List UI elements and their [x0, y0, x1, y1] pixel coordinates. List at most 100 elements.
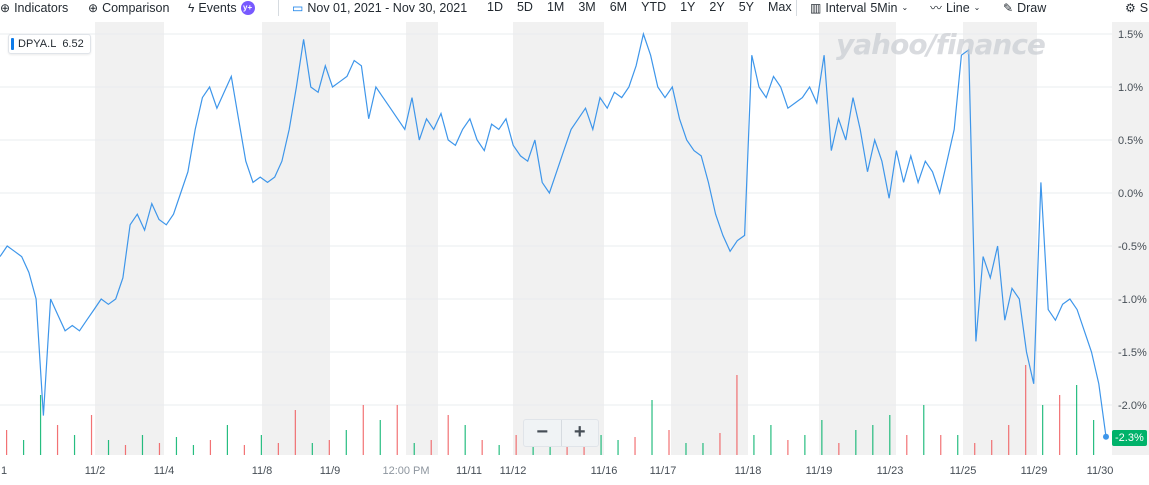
range-5d[interactable]: 5D [516, 0, 533, 14]
volume-bar [872, 425, 874, 455]
indicators-label: Indicators [14, 1, 69, 15]
chart-type-dropdown[interactable]: 〰 Line ⌄ [930, 0, 980, 16]
range-6m[interactable]: 6M [609, 0, 628, 14]
day-band [513, 22, 604, 455]
range-ytd[interactable]: YTD [641, 0, 667, 14]
volume-bar [753, 435, 755, 455]
settings-label: S [1139, 1, 1149, 15]
y-tick-label: -1.5% [1118, 347, 1147, 359]
settings-button[interactable]: ⚙ S [1125, 0, 1148, 16]
volume-bar [991, 440, 993, 455]
volume-bar [1008, 425, 1010, 455]
range-1y[interactable]: 1Y [680, 0, 696, 14]
y-tick-label: 1.0% [1118, 82, 1143, 94]
x-tick-label: 11/29 [1021, 465, 1048, 477]
volume-bar [804, 435, 806, 455]
volume-bar [277, 443, 279, 455]
range-max[interactable]: Max [767, 0, 792, 14]
range-1d[interactable]: 1D [487, 0, 503, 14]
indicators-button[interactable]: ⊕ Indicators [0, 0, 68, 16]
volume-bar [685, 443, 687, 455]
chart-type-label: Line [946, 1, 970, 15]
volume-bar [1076, 385, 1078, 455]
chevron-down-icon: ⌄ [973, 3, 981, 12]
interval-value: 5Min [870, 1, 898, 15]
volume-bar [906, 435, 908, 455]
volume-bar [175, 437, 178, 455]
x-tick-label: 11/8 [252, 465, 273, 477]
ticker-symbol: DPYA.L [18, 38, 57, 50]
volume-bar [226, 425, 228, 455]
y-tick-label: 0.5% [1118, 135, 1143, 147]
toolbar-divider [796, 0, 797, 16]
x-tick-label: 11/19 [806, 465, 833, 477]
draw-label: Draw [1017, 1, 1047, 15]
x-tick-label: 11/2 [85, 465, 106, 477]
volume-bar [736, 375, 738, 455]
volume-bar [549, 440, 551, 455]
day-band [262, 22, 330, 455]
volume-bar [39, 395, 42, 455]
range-5y[interactable]: 5Y [738, 0, 754, 14]
zoom-in-button[interactable]: + [573, 421, 586, 443]
volume-bar [974, 443, 976, 455]
range-3m[interactable]: 3M [578, 0, 596, 14]
x-tick-label: 11/18 [735, 465, 762, 477]
volume-bar [243, 445, 245, 455]
volume-bar [294, 410, 296, 455]
y-tick-label: -2.0% [1118, 400, 1147, 412]
line-chart-icon: 〰 [930, 1, 943, 15]
volume-bar [1025, 365, 1027, 455]
volume-bar [770, 425, 772, 455]
zoom-out-button[interactable]: − [524, 420, 562, 446]
volume-bar [396, 405, 398, 455]
toolbar-divider [278, 0, 279, 16]
x-tick-label: 11/9 [320, 465, 341, 477]
events-premium-badge: y+ [240, 1, 255, 15]
x-tick-label: 11/12 [500, 465, 527, 477]
volume-bar [940, 435, 942, 455]
volume-bar [855, 430, 857, 455]
x-tick-label: 11/25 [950, 465, 977, 477]
volume-bar [923, 405, 925, 455]
last-change-badge: -2.3% [1112, 430, 1147, 446]
y-tick-label: 1.5% [1118, 29, 1143, 41]
plus-circle-icon: ⊕ [88, 1, 99, 15]
volume-bar [311, 443, 313, 455]
range-1m[interactable]: 1M [546, 0, 565, 14]
volume-bar [73, 435, 76, 455]
pencil-icon: ✎ [1003, 1, 1014, 15]
volume-bar [22, 440, 25, 455]
date-range-label: Nov 01, 2021 - Nov 30, 2021 [307, 1, 468, 15]
x-tick-label: 11/11 [456, 465, 482, 477]
volume-bar [464, 425, 466, 455]
volume-bar [617, 440, 619, 455]
ticker-chip[interactable]: DPYA.L 6.52 [8, 34, 91, 54]
comparison-button[interactable]: ⊕ Comparison [88, 0, 169, 16]
volume-bar [1093, 420, 1095, 455]
x-tick-label: 11/30 [1087, 465, 1114, 477]
volume-bar [668, 430, 670, 455]
day-band [671, 22, 748, 455]
volume-bar [141, 435, 144, 455]
volume-bar [600, 435, 602, 455]
volume-bar [702, 443, 704, 455]
volume-bar [634, 437, 636, 455]
interval-dropdown[interactable]: ▥ Interval 5Min ⌄ [810, 0, 908, 16]
comparison-label: Comparison [102, 1, 170, 15]
chevron-down-icon: ⌄ [901, 3, 909, 12]
draw-button[interactable]: ✎ Draw [1003, 0, 1046, 16]
volume-bar [1059, 395, 1061, 455]
x-tick-label: 11/4 [154, 465, 175, 477]
volume-bar [379, 420, 381, 455]
volume-bar [651, 400, 653, 455]
plus-circle-icon: ⊕ [0, 1, 11, 15]
date-range-button[interactable]: ▭ Nov 01, 2021 - Nov 30, 2021 [292, 0, 467, 16]
volume-bar [413, 443, 415, 455]
volume-bar [481, 440, 483, 455]
events-button[interactable]: ϟ Events y+ [188, 0, 255, 16]
volume-bar [260, 435, 262, 455]
range-2y[interactable]: 2Y [709, 0, 725, 14]
x-tick-label: 11/23 [877, 465, 904, 477]
